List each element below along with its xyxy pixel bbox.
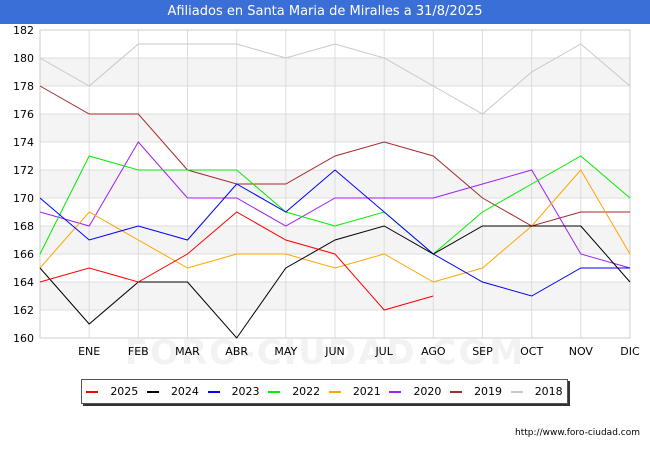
legend: 2025 2024 2023 2022 2021 2020 2019 2018: [81, 379, 568, 404]
x-tick-label: JUL: [374, 345, 393, 358]
legend-label: 2023: [231, 385, 260, 398]
legend-label: 2022: [292, 385, 321, 398]
y-tick-label: 174: [13, 136, 34, 149]
legend-item-2020: 2020: [389, 385, 441, 398]
legend-swatch: [450, 390, 463, 393]
y-tick-label: 176: [13, 108, 34, 121]
legend-item-2018: 2018: [510, 385, 563, 398]
x-tick-label: MAR: [175, 345, 200, 358]
y-tick-label: 180: [13, 52, 34, 65]
legend-swatch: [328, 390, 341, 393]
legend-swatch: [86, 390, 99, 393]
legend-label: 2020: [413, 385, 442, 398]
series-line-2022: [39, 155, 631, 255]
legend-label: 2025: [110, 385, 139, 398]
legend-swatch: [268, 390, 281, 393]
legend-swatch: [207, 390, 220, 393]
y-tick-label: 162: [13, 304, 34, 317]
legend-item-2024: 2024: [146, 385, 199, 398]
x-tick-label: AGO: [421, 345, 446, 358]
y-tick-label: 164: [13, 276, 34, 289]
plot-border: [39, 29, 631, 339]
x-tick-label: ABR: [225, 345, 248, 358]
y-tick-label: 170: [13, 192, 34, 205]
legend-item-2019: 2019: [450, 385, 502, 398]
series-line-2020: [39, 141, 631, 269]
legend-label: 2018: [534, 385, 563, 398]
x-tick-label: OCT: [520, 345, 543, 358]
series-line-2023: [39, 169, 630, 297]
y-tick-label: 178: [13, 80, 34, 93]
y-tick-label: 172: [13, 164, 34, 177]
x-tick-label: DIC: [620, 345, 640, 358]
series-line-2025: [39, 211, 434, 311]
title-bar: [0, 0, 650, 24]
legend-item-2021: 2021: [328, 385, 381, 398]
y-tick-label: 182: [13, 24, 34, 37]
legend-label: 2019: [474, 385, 503, 398]
x-tick-label: NOV: [569, 345, 594, 358]
legend-item-2025: 2025: [86, 385, 138, 398]
y-tick-label: 160: [13, 332, 34, 345]
y-tick-label: 166: [13, 248, 34, 261]
x-tick-label: SEP: [472, 345, 493, 358]
legend-swatch: [389, 390, 402, 393]
legend-swatch: [510, 390, 523, 393]
legend-label: 2021: [352, 385, 381, 398]
x-tick-label: FEB: [128, 345, 149, 358]
x-tick-label: JUN: [324, 345, 345, 358]
series-line-2018: [39, 43, 631, 115]
legend-item-2022: 2022: [268, 385, 320, 398]
x-tick-label: ENE: [78, 345, 100, 358]
chart-title: Afiliados en Santa Maria de Miralles a 3…: [167, 4, 483, 19]
watermark: FORO-CIUDAD.COM: [124, 333, 526, 373]
legend-swatch: [146, 390, 159, 393]
legend-label: 2024: [170, 385, 199, 398]
x-tick-label: MAY: [274, 345, 297, 358]
y-tick-label: 168: [13, 220, 34, 233]
footer-url: http://www.foro-ciudad.com: [515, 428, 640, 438]
legend-item-2023: 2023: [207, 385, 260, 398]
